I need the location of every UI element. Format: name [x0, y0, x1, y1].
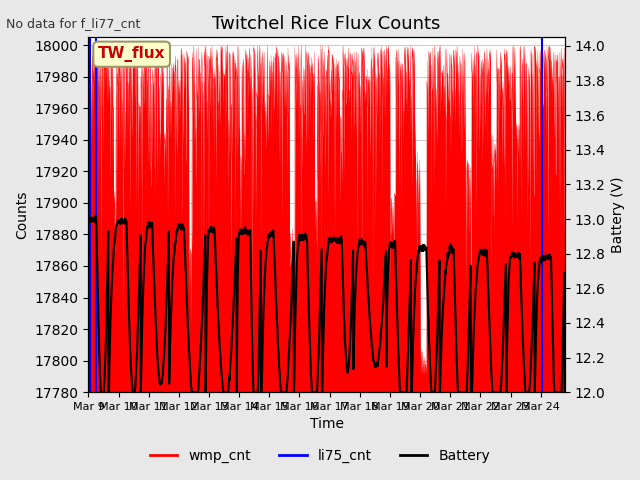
- Y-axis label: Battery (V): Battery (V): [611, 177, 625, 253]
- Y-axis label: Counts: Counts: [15, 191, 29, 239]
- Legend: wmp_cnt, li75_cnt, Battery: wmp_cnt, li75_cnt, Battery: [144, 443, 496, 468]
- Text: No data for f_li77_cnt: No data for f_li77_cnt: [6, 17, 141, 30]
- Title: Twitchel Rice Flux Counts: Twitchel Rice Flux Counts: [212, 15, 441, 33]
- X-axis label: Time: Time: [310, 418, 344, 432]
- Text: TW_flux: TW_flux: [98, 46, 165, 62]
